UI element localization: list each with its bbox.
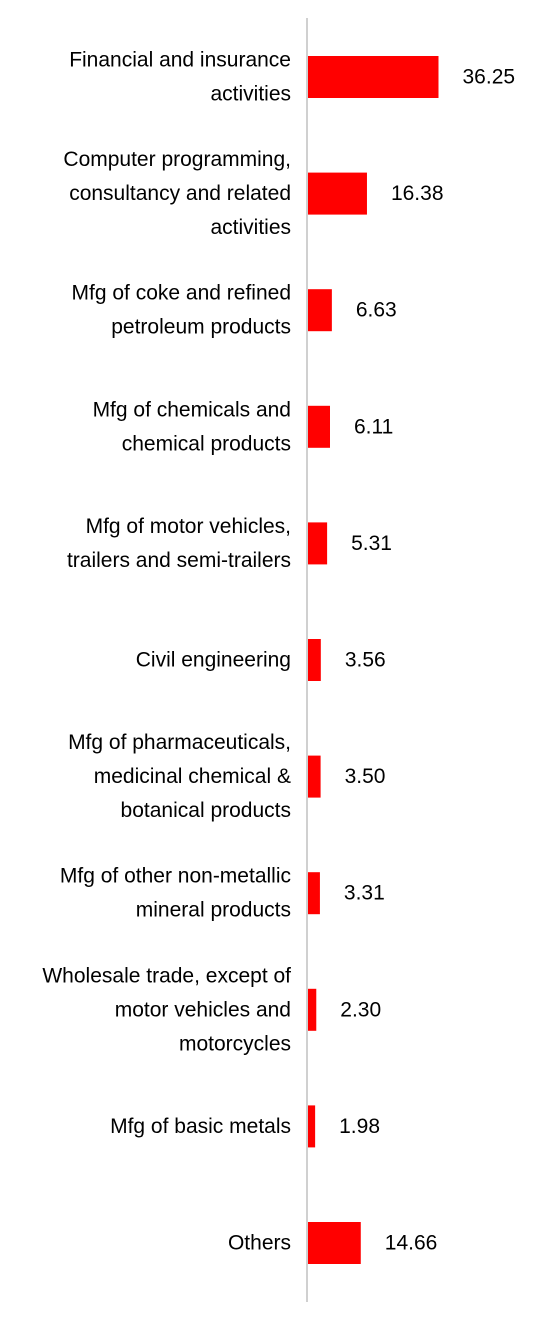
data-label: 16.38: [391, 182, 444, 205]
category-label-line: Mfg of pharmaceuticals,: [68, 731, 291, 754]
value-labels-group: 36.25 16.38 6.63 6.11 5.31 3.56 3.50 3.31 2.30 1.…: [339, 66, 515, 1255]
data-label: 36.25: [463, 66, 516, 89]
category-label: Civil engineering: [136, 649, 291, 672]
category-label-line: Computer programming,: [63, 148, 291, 171]
data-label: 14.66: [385, 1232, 438, 1255]
data-label: 3.50: [345, 765, 386, 788]
data-label: 2.30: [340, 998, 381, 1021]
data-label: 5.31: [351, 532, 392, 555]
category-label-line: Civil engineering: [136, 649, 291, 672]
data-label: 3.56: [345, 649, 386, 672]
category-label-line: mineral products: [136, 899, 291, 922]
category-label-line: Mfg of basic metals: [110, 1115, 291, 1138]
bar: [308, 289, 332, 332]
category-label-line: medicinal chemical &: [94, 765, 291, 788]
bar: [308, 405, 330, 448]
category-label-line: Financial and insurance: [69, 49, 291, 72]
bar: [308, 988, 317, 1031]
category-label-line: Mfg of chemicals and: [93, 398, 291, 421]
bar: [308, 1222, 361, 1264]
bar: [308, 56, 439, 98]
category-label: Mfg of coke and refined petroleum product…: [72, 282, 291, 339]
bar: [308, 1105, 316, 1148]
category-label: Mfg of motor vehicles, trailers and semi-…: [67, 515, 291, 572]
category-label-line: Mfg of coke and refined: [72, 282, 291, 305]
category-labels-group: Financial and insurance activitiesCompute…: [42, 49, 291, 1255]
category-label-line: activities: [210, 83, 291, 106]
category-label-line: chemical products: [122, 432, 291, 455]
bar: [308, 639, 321, 681]
category-label-line: motor vehicles and: [115, 998, 291, 1021]
category-label-line: trailers and semi-trailers: [67, 549, 291, 572]
category-label: Others: [228, 1232, 291, 1255]
bars-group: [308, 56, 439, 1264]
category-label-line: Others: [228, 1232, 291, 1255]
category-label-line: consultancy and related: [69, 182, 291, 205]
bar: [308, 522, 328, 565]
category-label-line: Wholesale trade, except of: [42, 964, 291, 987]
category-label: Mfg of chemicals and chemical products: [93, 398, 291, 455]
category-label-line: motorcycles: [179, 1032, 291, 1055]
category-label-line: petroleum products: [111, 316, 291, 339]
category-label: Mfg of other non-metallic mineral product…: [60, 865, 291, 922]
category-label-line: Mfg of motor vehicles,: [86, 515, 291, 538]
bar: [308, 172, 367, 215]
category-label-line: activities: [210, 216, 291, 239]
category-label-line: botanical products: [121, 799, 291, 822]
category-label: Mfg of pharmaceuticals, medicinal chemica…: [68, 731, 291, 822]
category-label: Mfg of basic metals: [110, 1115, 291, 1138]
category-label: Wholesale trade, except of motor vehicles…: [42, 964, 291, 1055]
data-label: 3.31: [344, 882, 385, 905]
bar: [308, 872, 320, 915]
category-label-line: Mfg of other non-metallic: [60, 865, 291, 888]
category-label: Financial and insurance activities: [69, 49, 291, 106]
data-label: 1.98: [339, 1115, 380, 1138]
data-label: 6.11: [354, 415, 393, 438]
data-label: 6.63: [356, 299, 397, 322]
category-label: Computer programming, consultancy and rel…: [63, 148, 291, 239]
bar: [308, 755, 321, 798]
